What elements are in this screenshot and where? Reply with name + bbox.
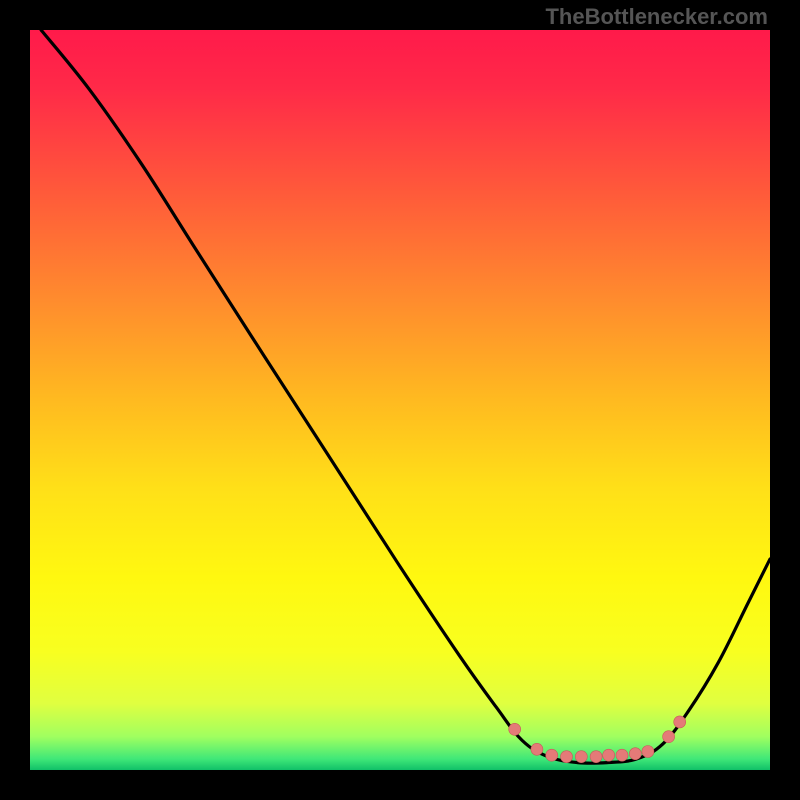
gradient-background (30, 30, 770, 770)
scatter-point (674, 716, 686, 728)
scatter-point (531, 743, 543, 755)
chart-area (30, 30, 770, 770)
scatter-point (546, 749, 558, 761)
watermark-text: TheBottlenecker.com (545, 4, 768, 30)
scatter-point (616, 749, 628, 761)
scatter-point (629, 748, 641, 760)
scatter-point (509, 723, 521, 735)
scatter-point (642, 746, 654, 758)
scatter-point (663, 731, 675, 743)
chart-svg (30, 30, 770, 770)
scatter-point (575, 751, 587, 763)
scatter-point (603, 749, 615, 761)
scatter-point (561, 751, 573, 763)
scatter-point (590, 751, 602, 763)
